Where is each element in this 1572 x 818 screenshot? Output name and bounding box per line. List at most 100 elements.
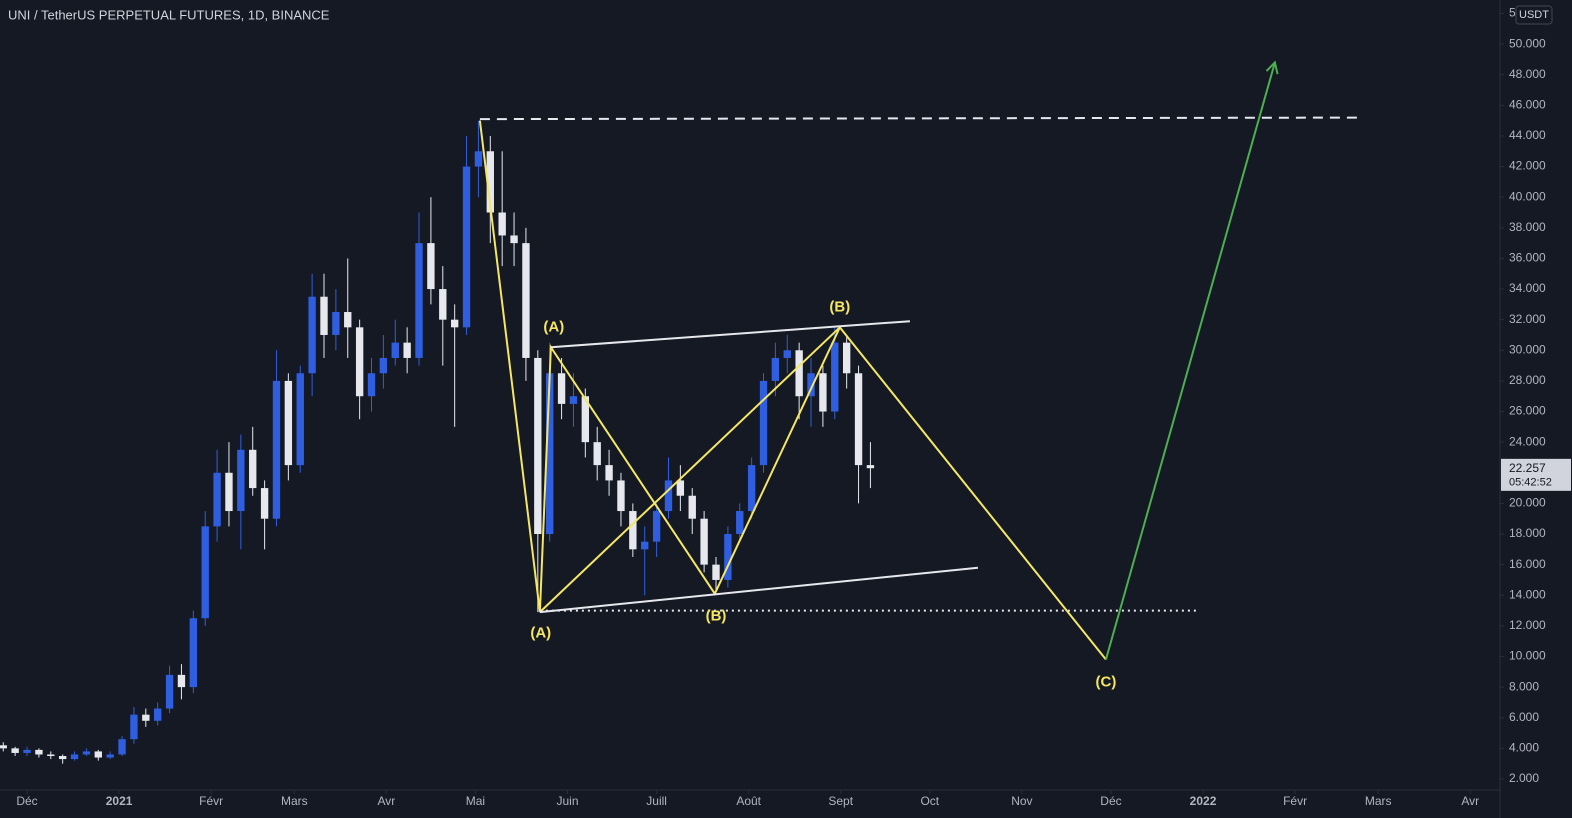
candle-body (94, 751, 102, 758)
y-tick-label: 26.000 (1509, 404, 1546, 418)
candle-body (106, 754, 114, 758)
candle-body (854, 373, 863, 466)
candle-body (58, 756, 67, 760)
candle-body (664, 480, 673, 512)
y-tick-label: 42.000 (1509, 159, 1546, 173)
x-tick-label: Oct (920, 794, 939, 808)
candle-body (534, 357, 542, 535)
candle-body (676, 480, 685, 496)
candle-body (260, 488, 269, 519)
wave-label: (A) (543, 318, 564, 335)
candle-body (474, 151, 483, 167)
x-tick-label: Avr (1461, 794, 1479, 808)
candle-body (641, 541, 649, 550)
y-tick-label: 10.000 (1509, 649, 1546, 663)
candle-body (569, 396, 578, 404)
y-tick-label: 8.000 (1509, 679, 1539, 693)
candle-body (652, 511, 661, 542)
wave-label: (C) (1096, 673, 1117, 690)
candle-body (783, 350, 791, 358)
x-tick-label: Févr (199, 794, 223, 808)
y-tick-label: 24.000 (1509, 434, 1546, 448)
candle-body (225, 472, 233, 512)
x-tick-label: Déc (1100, 794, 1121, 808)
y-tick-label: 40.000 (1509, 189, 1546, 203)
x-tick-label: Août (736, 794, 761, 808)
candle-body (462, 166, 471, 328)
candle-body (807, 373, 815, 397)
y-tick-label: 32.000 (1509, 312, 1546, 326)
y-tick-label: 44.000 (1509, 128, 1546, 142)
candle-body (213, 472, 221, 527)
candle-body (355, 327, 364, 397)
candle-body (747, 465, 756, 512)
x-tick-label: Mars (1365, 794, 1392, 808)
candle-body (332, 312, 340, 335)
x-tick-label: 2021 (106, 794, 133, 808)
candle-body (142, 714, 150, 721)
candle-body (486, 151, 494, 213)
candle-body (427, 243, 435, 290)
candle-body (819, 373, 827, 412)
candle-body (724, 534, 732, 580)
x-tick-label: Nov (1011, 794, 1032, 808)
x-tick-label: 2022 (1190, 794, 1217, 808)
candle-body (35, 749, 43, 755)
candle-body (47, 754, 55, 757)
x-tick-label: Févr (1283, 794, 1307, 808)
candle-body (439, 289, 447, 320)
wave-label: (B) (706, 608, 727, 625)
x-tick-label: Déc (16, 794, 37, 808)
candle-body (189, 618, 198, 688)
drawing-line (539, 566, 979, 614)
candle-body (498, 212, 506, 236)
y-tick-label: 30.000 (1509, 342, 1546, 356)
candle-body (759, 380, 768, 466)
x-tick-label: Juin (557, 794, 579, 808)
drawing-line (539, 326, 841, 613)
candle-body (367, 373, 376, 397)
last-price-box (1501, 458, 1571, 491)
candle-body (391, 342, 399, 358)
candle-body (771, 357, 780, 381)
last-price-label: 22.257 (1509, 461, 1546, 475)
candle-body (831, 342, 839, 412)
drawing-line (479, 116, 1360, 121)
x-tick-label: Juill (646, 794, 667, 808)
candle-body (165, 674, 174, 709)
candle-body (617, 480, 625, 512)
candle-body (688, 495, 696, 519)
y-tick-label: 14.000 (1509, 587, 1546, 601)
candle-body (249, 449, 257, 489)
candle-body (154, 708, 162, 721)
y-tick-label: 38.000 (1509, 220, 1546, 234)
candle-body (557, 373, 566, 404)
candle-body (605, 465, 613, 481)
plot-area: (A) (A) (B) (B) (C) (0, 60, 1360, 764)
drawing-line (1104, 62, 1276, 660)
unit-label: USDT (1519, 9, 1549, 21)
candle-body (284, 380, 293, 466)
y-tick-label: 20.000 (1509, 496, 1546, 510)
candle-body (11, 748, 19, 753)
y-tick-label: 6.000 (1509, 710, 1539, 724)
x-tick-label: Mars (281, 794, 308, 808)
y-tick-label: 4.000 (1509, 741, 1539, 755)
candle-body (177, 674, 186, 688)
candle-body (581, 396, 590, 443)
candle-body (866, 465, 875, 469)
wave-label: (A) (530, 624, 551, 641)
drawing-line (550, 320, 910, 349)
drawing-line (478, 120, 1107, 661)
candle-body (23, 749, 31, 753)
y-tick-label: 28.000 (1509, 373, 1546, 387)
candle-body (130, 714, 138, 740)
candle-body (344, 312, 352, 328)
candle-body (795, 350, 803, 397)
candle-body (70, 754, 79, 760)
candle-body (736, 511, 744, 535)
candle-body (82, 751, 91, 755)
